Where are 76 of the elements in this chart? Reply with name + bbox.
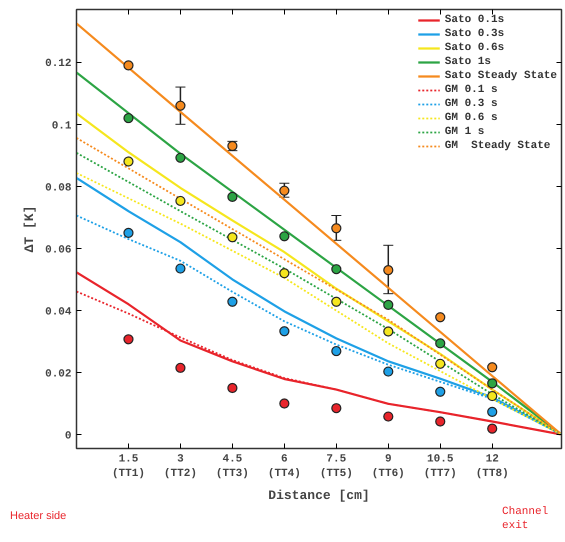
point bbox=[123, 156, 134, 167]
y-tick-label: 0.02 bbox=[45, 368, 72, 380]
point bbox=[435, 338, 446, 348]
point bbox=[175, 196, 186, 206]
x-tick-label: 6 bbox=[281, 454, 288, 466]
text: (TT1) bbox=[112, 468, 145, 480]
legend-label: Sato 0.6s bbox=[444, 41, 504, 55]
x-tick-label: 1.5 bbox=[118, 454, 139, 466]
legend-label: Sato 0.3s bbox=[444, 27, 504, 41]
point bbox=[123, 112, 134, 124]
point bbox=[331, 296, 342, 307]
x-tick-label: 10.5 bbox=[427, 454, 454, 466]
legend-label: GM 0.1 s bbox=[444, 83, 498, 97]
x-tick-label: 4.5 bbox=[222, 454, 243, 466]
point bbox=[123, 60, 134, 70]
point bbox=[227, 232, 238, 242]
text: Channel exit bbox=[502, 505, 550, 533]
point bbox=[123, 334, 134, 344]
y-tick-label: 0.04 bbox=[45, 306, 72, 318]
point bbox=[175, 362, 186, 373]
point bbox=[383, 411, 394, 422]
x-tick-label: 12 bbox=[486, 454, 499, 466]
text: (TT6) bbox=[372, 468, 405, 480]
point bbox=[331, 403, 342, 414]
point bbox=[331, 264, 342, 274]
point bbox=[487, 424, 498, 434]
point bbox=[435, 312, 446, 322]
point bbox=[279, 268, 290, 278]
point bbox=[435, 358, 446, 369]
x-tick-label: 9 bbox=[384, 454, 392, 466]
legend-label: Sato 1s bbox=[444, 55, 491, 69]
point bbox=[279, 231, 290, 242]
legend-label: GM 1 s bbox=[444, 125, 484, 139]
point bbox=[435, 386, 446, 397]
point bbox=[279, 186, 290, 196]
x-tick-label: 3 bbox=[177, 454, 184, 466]
point bbox=[435, 416, 446, 427]
point bbox=[383, 366, 394, 377]
y-tick-label: 0.1 bbox=[52, 120, 72, 132]
legend-label: GM Steady State bbox=[444, 139, 550, 153]
point bbox=[175, 263, 186, 274]
text: (TT7) bbox=[424, 468, 457, 480]
text: (TT3) bbox=[216, 468, 249, 480]
point bbox=[227, 296, 238, 307]
point bbox=[279, 398, 290, 409]
point bbox=[383, 300, 394, 310]
point bbox=[487, 390, 498, 402]
y-tick-label: 0 bbox=[64, 430, 72, 443]
legend-label: Sato 0.1s bbox=[444, 13, 504, 27]
text: (TT5) bbox=[320, 468, 353, 480]
point bbox=[227, 382, 238, 394]
point bbox=[175, 100, 186, 111]
x-axis-title: Distance [cm] bbox=[268, 488, 370, 503]
y-axis-title: ΔT [K] bbox=[22, 206, 38, 252]
text: (TT2) bbox=[164, 468, 197, 480]
point bbox=[279, 326, 290, 336]
y-tick-label: 0.12 bbox=[45, 58, 72, 70]
legend-label: GM 0.6 s bbox=[444, 111, 498, 125]
point bbox=[487, 378, 498, 388]
point bbox=[487, 362, 498, 372]
point bbox=[383, 326, 394, 337]
text: Heater side bbox=[10, 509, 66, 524]
point bbox=[331, 223, 342, 234]
text: (TT8) bbox=[476, 468, 509, 480]
point bbox=[175, 152, 186, 163]
point bbox=[487, 406, 498, 417]
point bbox=[123, 228, 134, 238]
x-tick-label: 7.5 bbox=[326, 454, 347, 466]
point bbox=[383, 265, 394, 276]
point bbox=[331, 346, 342, 356]
legend-label: GM 0.3 s bbox=[444, 97, 498, 111]
point bbox=[227, 192, 238, 202]
y-tick-label: 0.08 bbox=[45, 182, 72, 194]
legend-label: Sato Steady State bbox=[444, 69, 557, 83]
text: (TT4) bbox=[268, 468, 301, 480]
y-tick-label: 0.06 bbox=[45, 244, 72, 256]
